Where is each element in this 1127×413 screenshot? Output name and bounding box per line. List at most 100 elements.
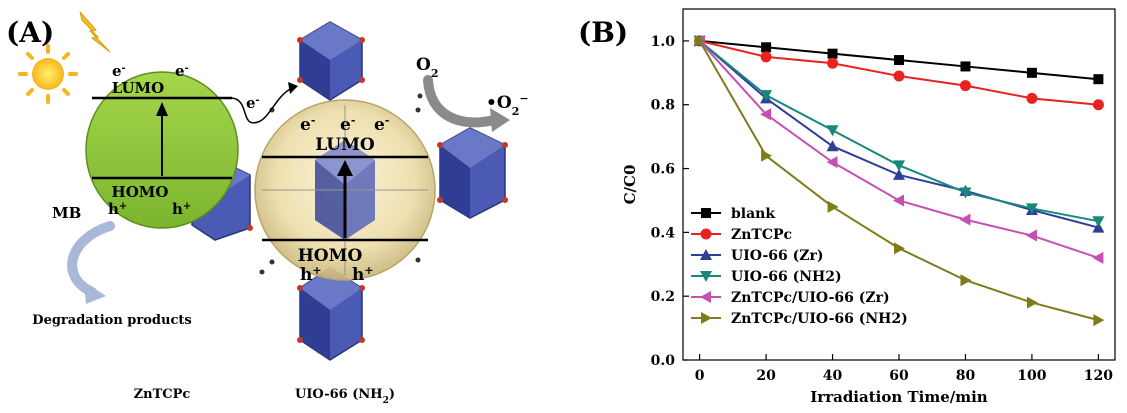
- svg-text:e-: e-: [340, 114, 355, 136]
- data-point: [893, 168, 905, 180]
- svg-text:e-: e-: [300, 114, 315, 136]
- uio66-arrowhead: [337, 160, 353, 176]
- legend-label: UIO-66 (NH2): [731, 269, 842, 285]
- data-point: [1025, 229, 1037, 242]
- data-point: [761, 42, 772, 53]
- y-tick-label: 0.2: [651, 289, 675, 305]
- x-tick-label: 20: [756, 368, 776, 384]
- svg-text:h+: h+: [108, 200, 127, 218]
- legend-marker: [700, 271, 712, 282]
- y-tick-label: 0.0: [651, 353, 676, 369]
- legend-item: blank: [691, 206, 775, 222]
- x-tick-label: 120: [1084, 368, 1113, 384]
- data-point: [826, 125, 839, 137]
- axes: 0 20 40 60 80 100 120 0.0 0.2 0.4 0.6 0.8 1.0: [651, 34, 1114, 384]
- lightning-icon: [79, 11, 111, 53]
- data-point: [760, 90, 773, 102]
- series-4: [693, 34, 1104, 264]
- legend-item: UIO-66 (Zr): [691, 248, 823, 264]
- data-point: [827, 48, 838, 59]
- data-point: [1093, 74, 1104, 85]
- mb-label: MB: [52, 204, 81, 222]
- svg-text:h+: h+: [300, 264, 322, 286]
- chart-panel: (B) 0 20 40 60 80 100 120 0.0 0.2 0.4 0.6 0.8 1.0 bl…: [560, 0, 1127, 409]
- uio66-lumo-label: LUMO: [315, 135, 375, 155]
- legend-marker: [700, 291, 711, 303]
- y-tick-label: 1.0: [651, 34, 676, 50]
- data-point: [827, 200, 839, 213]
- legend-marker: [700, 228, 712, 240]
- data-point: [960, 61, 971, 72]
- data-point: [894, 55, 904, 66]
- oxygen-label: O2: [416, 55, 438, 80]
- data-point: [893, 194, 904, 207]
- svg-text:e-: e-: [175, 62, 189, 80]
- data-point: [1026, 92, 1038, 104]
- degradation-products-label: Degradation products: [32, 313, 191, 328]
- transfer-electron-label: e-: [246, 94, 260, 112]
- data-point: [959, 187, 972, 199]
- sun-icon: [18, 44, 78, 104]
- data-point: [959, 80, 971, 92]
- electron-transfer-arrowhead: [288, 82, 298, 94]
- oxygen-reduction-arrowhead: [490, 108, 510, 132]
- legend-item: UIO-66 (NH2): [691, 269, 842, 285]
- data-point: [1092, 99, 1104, 111]
- legend-marker: [701, 208, 711, 218]
- data-point: [893, 70, 905, 82]
- degradation-chart: (B) 0 20 40 60 80 100 120 0.0 0.2 0.4 0.6 0.8 1.0 bl…: [578, 8, 1116, 406]
- data-point: [1026, 67, 1037, 78]
- x-axis-label: Irradiation Time/min: [810, 388, 988, 406]
- data-point: [1092, 251, 1104, 264]
- x-tick-label: 80: [956, 368, 976, 384]
- legend-item: ZnTCPc: [691, 227, 792, 243]
- data-point: [1093, 314, 1105, 327]
- superoxide-label: •O2−: [486, 92, 529, 118]
- data-point: [826, 156, 838, 169]
- data-point: [694, 34, 706, 47]
- uio66-electrons: e- e- e-: [300, 114, 389, 136]
- zntcpc-caption: ZnTCPc: [134, 387, 191, 402]
- oxygen-reduction-arrow: [423, 75, 499, 128]
- svg-text:e-: e-: [112, 62, 126, 80]
- data-point: [1092, 216, 1105, 228]
- x-tick-label: 60: [889, 368, 909, 384]
- zntcpc-arrowhead: [156, 102, 168, 116]
- series-line: [698, 40, 1099, 223]
- zntcpc-electrons: e- e-: [112, 62, 189, 80]
- data-point: [1026, 296, 1038, 309]
- y-tick-label: 0.8: [651, 98, 675, 114]
- schematic-panel: (A): [0, 0, 560, 409]
- mechanism-diagram: (A): [6, 11, 529, 406]
- data-point: [827, 57, 839, 69]
- degradation-arrow: [67, 221, 115, 297]
- x-tick-label: 40: [823, 368, 843, 384]
- zntcpc-holes: h+ h+: [108, 200, 191, 218]
- data-point: [761, 149, 773, 162]
- legend-label: UIO-66 (Zr): [731, 248, 823, 264]
- data-point: [894, 242, 905, 255]
- x-tick-label: 0: [695, 368, 705, 384]
- data-point: [760, 108, 772, 121]
- svg-text:e-: e-: [374, 114, 389, 136]
- data-point: [959, 213, 971, 226]
- data-point: [893, 160, 905, 172]
- svg-text:h+: h+: [352, 264, 374, 286]
- uio66-homo-label: HOMO: [298, 246, 363, 266]
- panel-b-label: (B): [578, 16, 628, 49]
- zntcpc-lumo-label: LUMO: [112, 79, 164, 97]
- y-axis-label: C/C0: [621, 165, 639, 205]
- panel-a-label: (A): [6, 16, 54, 49]
- y-tick-label: 0.4: [651, 225, 676, 241]
- data-point: [826, 140, 839, 152]
- electron-transfer-arrow: [231, 87, 293, 124]
- legend-label: ZnTCPc/UIO-66 (NH2): [731, 311, 908, 327]
- legend-label: blank: [731, 206, 775, 222]
- data-point: [760, 51, 772, 63]
- legend-marker: [701, 312, 712, 324]
- series-5: [694, 34, 1105, 327]
- legend-item: ZnTCPc/UIO-66 (Zr): [691, 290, 890, 306]
- data-point: [1025, 203, 1038, 215]
- series-group: [693, 34, 1105, 327]
- legend-label: ZnTCPc: [731, 227, 792, 243]
